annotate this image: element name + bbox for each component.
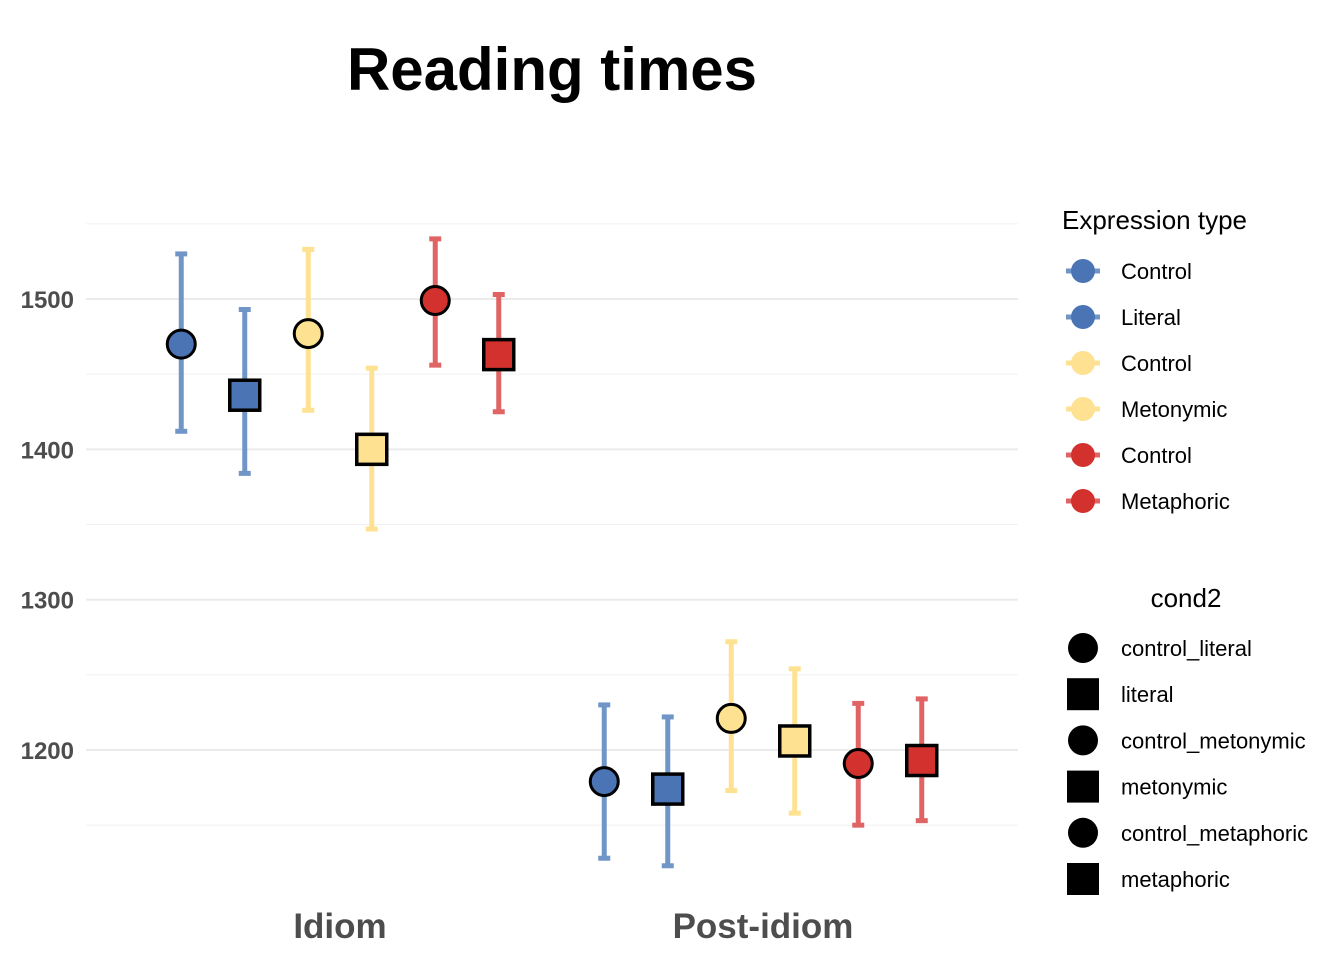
data-point-metonymic <box>355 365 389 532</box>
y-tick-label: 1200 <box>21 738 74 765</box>
legend-key-circle <box>1068 817 1098 848</box>
legend-label: Control <box>1121 443 1192 468</box>
point-marker-square <box>778 724 812 758</box>
data-point-metaphoric <box>905 696 939 824</box>
data-point-control_metaphoric <box>842 700 874 828</box>
legend-label: Literal <box>1121 305 1181 330</box>
legend-entry: control_literal <box>1068 633 1252 663</box>
data-point-literal <box>651 714 685 869</box>
data-point-metaphoric <box>482 291 516 415</box>
legend-label: literal <box>1121 682 1174 707</box>
x-tick-label: Post-idiom <box>673 907 854 946</box>
x-axis: Idiom Post-idiom <box>293 907 853 946</box>
legend-label: control_literal <box>1121 636 1252 661</box>
legend-label: metaphoric <box>1121 867 1230 892</box>
data-point-control_literal <box>588 702 620 861</box>
data-point-literal <box>228 307 262 476</box>
legend-key-square <box>1067 863 1099 895</box>
legend-key-circle <box>1071 443 1095 467</box>
legend-label: Metonymic <box>1121 397 1227 422</box>
point-marker-square <box>482 337 516 372</box>
legend-key-circle <box>1071 397 1095 421</box>
x-tick-label: Idiom <box>293 907 386 946</box>
legend-entry: literal <box>1067 678 1174 711</box>
y-tick-label: 1300 <box>21 588 74 615</box>
legend-expression-type: Expression type Control Literal Control Meto… <box>1062 205 1247 514</box>
data-point-control_metonymic <box>292 246 324 413</box>
y-axis: 1200 1300 1400 1500 <box>21 287 74 765</box>
legend-label: Control <box>1121 351 1192 376</box>
legend-entry: Metaphoric <box>1066 489 1230 514</box>
point-marker-square <box>651 772 685 806</box>
legend-key-square <box>1067 678 1099 711</box>
point-marker-square <box>228 378 262 412</box>
data-point-control_metonymic <box>715 639 747 794</box>
legend-entry: Control <box>1066 351 1192 376</box>
legend-entry: Literal <box>1066 305 1181 330</box>
y-tick-label: 1400 <box>21 437 74 464</box>
point-marker-circle <box>715 702 747 734</box>
legend-entry: Control <box>1066 259 1192 284</box>
legend-label: Control <box>1121 259 1192 284</box>
point-marker-circle <box>292 318 324 350</box>
point-marker-circle <box>588 766 620 798</box>
legend-label: Metaphoric <box>1121 489 1230 514</box>
data-point-metonymic <box>778 666 812 816</box>
legend-label: control_metonymic <box>1121 728 1306 753</box>
legend-entry: metaphoric <box>1067 863 1230 895</box>
y-tick-label: 1500 <box>21 287 74 314</box>
legend-entry: metonymic <box>1067 770 1227 803</box>
point-marker-square <box>355 432 389 467</box>
point-marker-circle <box>419 285 451 317</box>
legend-entry: Metonymic <box>1066 397 1227 422</box>
data-point-control_metaphoric <box>419 236 451 368</box>
legend-key-circle <box>1068 725 1098 756</box>
legend-label: metonymic <box>1121 775 1227 800</box>
data-point-control_literal <box>165 251 197 434</box>
chart-title: Reading times <box>347 36 757 103</box>
legend-label: control_metaphoric <box>1121 821 1308 846</box>
legend-entry: Control <box>1066 443 1192 468</box>
legend-entry: control_metonymic <box>1068 725 1306 756</box>
legend-title: Expression type <box>1062 205 1247 235</box>
legend-key-circle <box>1071 351 1095 375</box>
data-marks <box>165 236 939 869</box>
legend-key-circle <box>1071 259 1095 283</box>
legend-key-square <box>1067 770 1099 803</box>
point-marker-square <box>905 743 939 778</box>
point-marker-circle <box>165 328 197 360</box>
grid-lines <box>86 223 1018 826</box>
legend-entry: control_metaphoric <box>1068 817 1308 848</box>
legend-title: cond2 <box>1151 583 1222 613</box>
legend-key-circle <box>1071 489 1095 513</box>
point-marker-circle <box>842 748 874 780</box>
legend-key-circle <box>1068 633 1098 663</box>
legend-key-circle <box>1071 305 1095 329</box>
